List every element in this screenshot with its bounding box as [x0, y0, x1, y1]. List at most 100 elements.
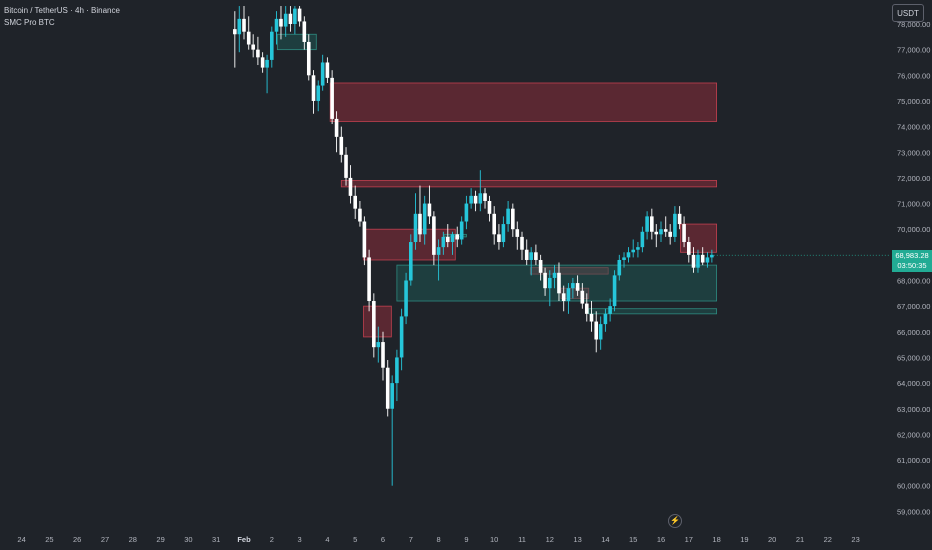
date-tick-label: 21	[796, 535, 804, 544]
date-tick-label: 30	[184, 535, 192, 544]
date-tick-label: Feb	[237, 535, 251, 544]
candle-body-62	[520, 236, 524, 250]
date-tick-label: 3	[298, 535, 302, 544]
candle-body-27	[358, 208, 362, 222]
candle-body-25	[348, 177, 353, 196]
indicator-label[interactable]: SMC Pro BTC	[4, 18, 55, 27]
candle-body-79	[598, 324, 603, 340]
price-tick-label: 64,000.00	[897, 379, 930, 388]
candle-body-28	[362, 221, 367, 258]
candle-body-70	[557, 272, 561, 294]
date-tick-label: 18	[712, 535, 720, 544]
date-tick-label: 31	[212, 535, 220, 544]
candle-body-34	[390, 383, 394, 409]
candle-body-84	[622, 257, 626, 260]
date-tick-label: 12	[546, 535, 554, 544]
candle-body-44	[436, 247, 441, 255]
candle-body-103	[710, 254, 714, 258]
candle-body-48	[455, 234, 460, 240]
candle-body-50	[464, 203, 469, 222]
candle-body-82	[612, 275, 617, 307]
candle-body-88	[640, 231, 645, 248]
candle-body-32	[381, 342, 385, 368]
date-tick-label: 24	[17, 535, 25, 544]
date-tick-label: 20	[768, 535, 776, 544]
date-tick-label: 16	[657, 535, 665, 544]
date-tick-label: 27	[101, 535, 109, 544]
candle-body-54	[483, 193, 487, 201]
candle-body-77	[589, 313, 594, 322]
candle-body-73	[571, 283, 575, 289]
candle-body-17	[311, 75, 316, 101]
candle-body-45	[441, 236, 446, 248]
lightning-icon[interactable]: ⚡	[668, 514, 682, 528]
time-axis[interactable]: 24 25 26 27 28 29 30 31 Feb 2 3 4 5 6 7 8 9 10 11 12 13 14 15 1…	[17, 535, 859, 544]
symbol-title[interactable]: Bitcoin / TetherUS · 4h · Binance	[4, 6, 120, 15]
date-tick-label: 19	[740, 535, 748, 544]
date-tick-label: 26	[73, 535, 81, 544]
candle-body-92	[659, 229, 663, 235]
price-tick-label: 75,000.00	[897, 97, 930, 106]
candle-body-1	[237, 18, 242, 35]
price-tick-label: 76,000.00	[897, 71, 930, 80]
candle-body-86	[631, 249, 635, 253]
price-tick-label: 78,000.00	[897, 20, 930, 29]
candle-body-100	[696, 254, 700, 268]
last-price-tag: 68,983.28 03:50:35	[892, 250, 932, 272]
price-axis[interactable]: 59,000.00 60,000.00 61,000.00 62,000.00 63,0…	[897, 20, 930, 516]
candle-body-53	[478, 193, 483, 204]
candle-body-98	[687, 242, 691, 255]
candle-body-85	[626, 252, 631, 258]
candle-body-83	[617, 259, 622, 276]
candle-body-65	[534, 252, 538, 260]
candle-body-52	[473, 195, 478, 204]
candle-body-72	[566, 288, 571, 302]
bullish-zone-8	[396, 264, 718, 302]
bearish-zone-1	[340, 180, 717, 188]
date-tick-label: 11	[518, 535, 526, 544]
candle-body-8	[270, 31, 274, 60]
date-tick-label: 14	[601, 535, 609, 544]
candle-body-36	[399, 316, 404, 358]
date-tick-label: 6	[381, 535, 385, 544]
price-tick-label: 63,000.00	[897, 405, 930, 414]
candle-body-14	[297, 8, 302, 22]
price-tick-label: 61,000.00	[897, 456, 930, 465]
chart-legend: Bitcoin / TetherUS · 4h · Binance SMC Pr…	[4, 5, 120, 29]
price-tick-label: 59,000.00	[897, 507, 930, 516]
candle-body-49	[459, 221, 464, 240]
date-tick-label: 17	[685, 535, 693, 544]
candle-body-12	[288, 13, 293, 24]
candle-body-23	[339, 136, 344, 155]
candle-body-31	[376, 342, 381, 348]
candle-body-66	[538, 259, 543, 273]
candle-body-61	[515, 229, 520, 237]
candle-body-33	[385, 367, 390, 409]
date-tick-label: 23	[851, 535, 859, 544]
date-tick-label: 13	[573, 535, 581, 544]
candle-body-74	[575, 283, 580, 291]
zone-layer	[276, 33, 718, 338]
candle-body-91	[654, 231, 659, 235]
candle-body-38	[409, 242, 413, 281]
candle-body-0	[233, 29, 237, 35]
candle-layer	[233, 6, 714, 486]
candle-body-6	[260, 57, 265, 68]
price-tick-label: 73,000.00	[897, 148, 930, 157]
date-tick-label: 9	[464, 535, 468, 544]
currency-badge[interactable]: USDT	[892, 4, 924, 22]
candle-body-39	[413, 213, 418, 243]
candle-body-90	[650, 216, 654, 232]
candle-body-63	[524, 249, 529, 260]
candle-body-67	[543, 272, 547, 289]
candle-body-76	[584, 303, 589, 314]
candle-body-13	[293, 8, 297, 24]
date-tick-label: 5	[353, 535, 357, 544]
candle-body-68	[548, 277, 552, 289]
price-tick-label: 77,000.00	[897, 46, 930, 55]
bearish-zone-0	[329, 82, 718, 122]
price-tick-label: 67,000.00	[897, 302, 930, 311]
candle-body-15	[302, 21, 307, 42]
candle-body-35	[395, 357, 399, 384]
